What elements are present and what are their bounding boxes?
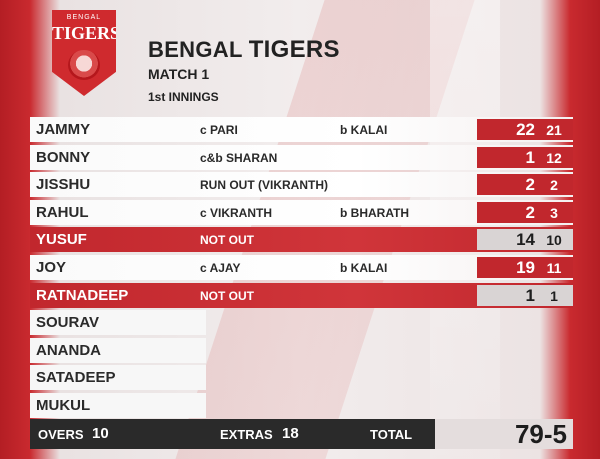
team-title: BENGAL TIGERS <box>148 36 340 64</box>
batter-name: RATNADEEP <box>36 286 129 304</box>
batter-row: JAMMY c PARI b KALAI 22 21 <box>30 117 573 142</box>
score-footer: OVERS 10 EXTRAS 18 TOTAL 79-5 <box>30 419 573 449</box>
runs-value: 2 <box>525 202 535 222</box>
batter-row: YUSUF NOT OUT 14 10 <box>30 227 573 253</box>
batter-row: JISSHU RUN OUT (VIKRANTH) 2 2 <box>30 172 573 198</box>
batter-row: JOY c AJAY b KALAI 19 11 <box>30 255 573 280</box>
dismissal-text: NOT OUT <box>200 233 254 248</box>
score-box: 1 12 <box>477 146 573 168</box>
dismissal-text: NOT OUT <box>200 288 254 303</box>
did-not-bat-row: ANANDA <box>30 337 206 363</box>
team-logo: BENGAL TIGERS <box>52 10 116 96</box>
team-title-second: TIGERS <box>248 36 340 63</box>
runs-value: 22 <box>516 120 535 139</box>
dismissal-text: c AJAY <box>200 261 241 275</box>
batter-name: JOY <box>36 259 67 276</box>
batter-name: YUSUF <box>36 231 87 249</box>
balls-value: 2 <box>550 177 558 194</box>
bowler-text: b KALAI <box>340 261 388 275</box>
balls-value: 12 <box>546 149 562 166</box>
runs-value: 1 <box>525 147 535 167</box>
dismissal-text: c&b SHARAN <box>200 150 278 165</box>
batter-name: SOURAV <box>36 314 100 332</box>
runs-value: 1 <box>525 285 535 305</box>
batter-name: JAMMY <box>36 121 91 138</box>
balls-value: 10 <box>546 232 562 249</box>
match-number: MATCH 1 <box>148 66 210 82</box>
batter-row: BONNY c&b SHARAN 1 12 <box>30 144 573 170</box>
runs-value: 19 <box>516 258 535 277</box>
bowler-text: b KALAI <box>340 123 388 137</box>
logo-small-text: BENGAL <box>66 14 102 21</box>
did-not-bat-row: MUKUL <box>30 393 206 418</box>
overs-label: OVERS <box>38 427 84 442</box>
total-value: 79-5 <box>514 419 567 449</box>
batter-row: RATNADEEP NOT OUT 1 1 <box>30 282 573 308</box>
dismissal-text: c VIKRANTH <box>200 205 273 220</box>
extras-value: 18 <box>282 425 299 442</box>
dismissal-text: RUN OUT (VIKRANTH) <box>200 178 328 193</box>
batter-row: RAHUL c VIKRANTH b BHARATH 2 3 <box>30 199 573 225</box>
tiger-face-icon <box>68 50 100 80</box>
overs-value: 10 <box>92 425 109 442</box>
score-box: 22 21 <box>477 119 573 140</box>
score-box: 19 11 <box>477 257 573 278</box>
balls-value: 21 <box>546 122 562 138</box>
runs-value: 14 <box>516 230 535 250</box>
did-not-bat-row: SATADEEP <box>30 365 206 391</box>
bowler-text: b BHARATH <box>340 205 410 220</box>
batter-name: SATADEEP <box>36 369 116 387</box>
extras-label: EXTRAS <box>220 427 273 442</box>
balls-value: 3 <box>550 204 558 221</box>
innings-label: 1st INNINGS <box>148 90 219 104</box>
runs-value: 2 <box>525 175 535 195</box>
logo-main-text: TIGERS <box>52 23 121 43</box>
did-not-bat-row: SOURAV <box>30 310 206 336</box>
batter-name: MUKUL <box>36 397 91 414</box>
balls-value: 11 <box>546 260 562 276</box>
batter-name: ANANDA <box>36 341 101 359</box>
team-title-first: BENGAL <box>148 37 243 62</box>
batter-name: BONNY <box>36 148 91 166</box>
score-box: 14 10 <box>477 229 573 251</box>
balls-value: 1 <box>550 287 558 304</box>
total-label: TOTAL <box>370 427 413 442</box>
total-box: 79-5 <box>435 419 573 449</box>
batter-name: JISSHU <box>36 176 91 194</box>
dismissal-text: c PARI <box>200 123 238 137</box>
batter-name: RAHUL <box>36 203 89 221</box>
